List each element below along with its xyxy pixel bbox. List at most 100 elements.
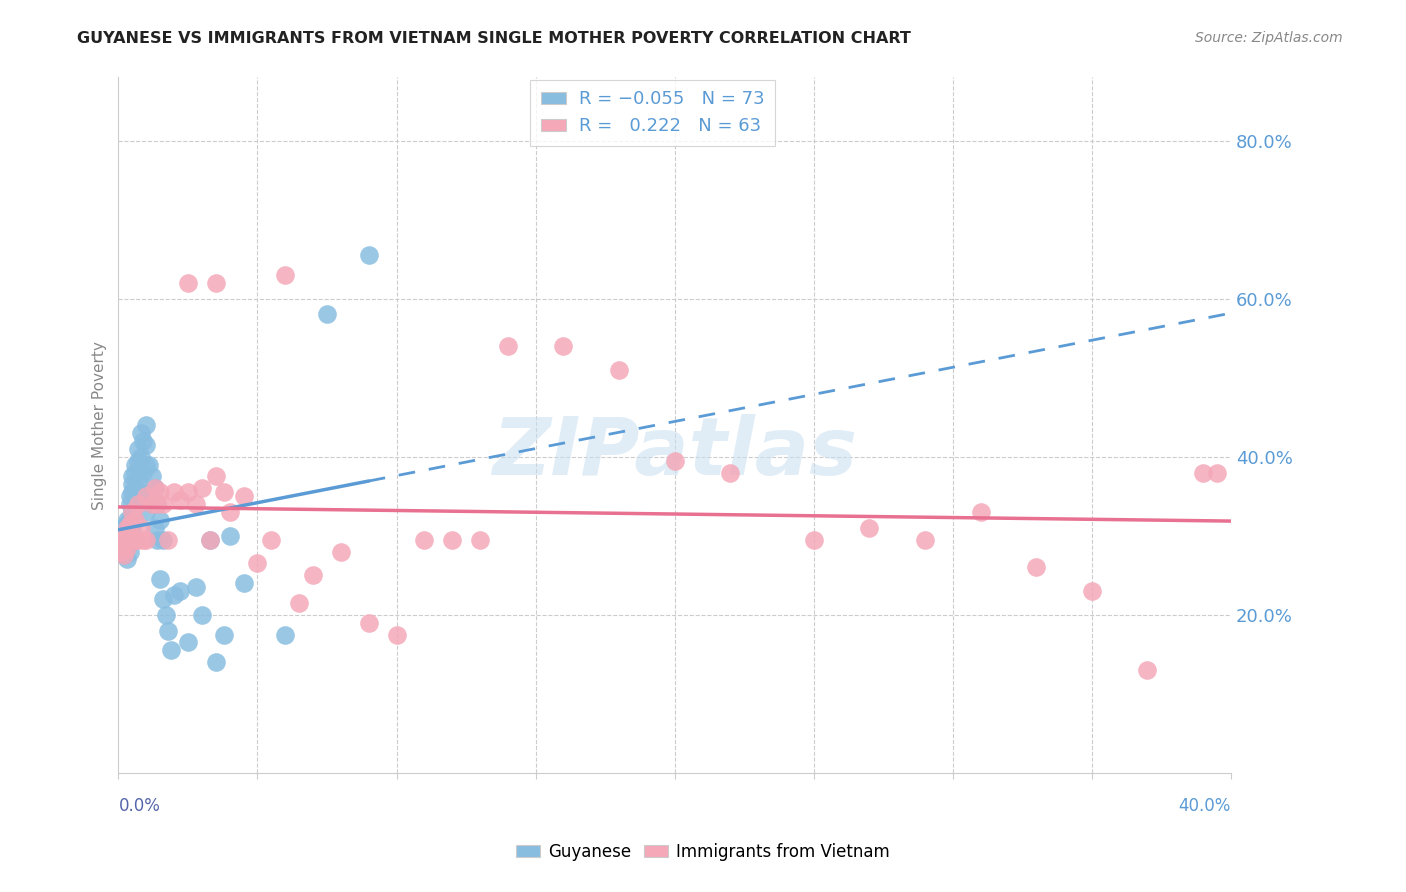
Y-axis label: Single Mother Poverty: Single Mother Poverty: [93, 341, 107, 509]
Point: [218, 529, 240, 543]
Point: [115, 529, 138, 543]
Point: [357, 615, 380, 630]
Point: [232, 489, 254, 503]
Point: [246, 557, 269, 571]
Point: [204, 655, 226, 669]
Point: [914, 533, 936, 547]
Point: [149, 513, 172, 527]
Point: [149, 485, 172, 500]
Point: [191, 481, 214, 495]
Point: [146, 497, 169, 511]
Text: Source: ZipAtlas.com: Source: ZipAtlas.com: [1195, 31, 1343, 45]
Point: [329, 544, 352, 558]
Point: [112, 549, 135, 563]
Point: [163, 485, 186, 500]
Point: [163, 588, 186, 602]
Point: [141, 469, 163, 483]
Point: [135, 438, 157, 452]
Point: [607, 363, 630, 377]
Point: [146, 533, 169, 547]
Point: [385, 627, 408, 641]
Point: [135, 533, 157, 547]
Point: [118, 544, 141, 558]
Point: [115, 513, 138, 527]
Point: [143, 481, 166, 495]
Point: [110, 521, 132, 535]
Point: [152, 497, 174, 511]
Point: [177, 485, 200, 500]
Point: [118, 533, 141, 547]
Point: [115, 541, 138, 555]
Point: [118, 513, 141, 527]
Point: [112, 544, 135, 558]
Point: [115, 533, 138, 547]
Point: [135, 489, 157, 503]
Point: [177, 635, 200, 649]
Point: [129, 485, 152, 500]
Point: [316, 308, 339, 322]
Point: [121, 533, 143, 547]
Point: [115, 541, 138, 555]
Point: [141, 497, 163, 511]
Point: [118, 489, 141, 503]
Point: [155, 607, 177, 622]
Point: [115, 516, 138, 531]
Point: [118, 497, 141, 511]
Legend: Guyanese, Immigrants from Vietnam: Guyanese, Immigrants from Vietnam: [509, 837, 897, 868]
Point: [129, 450, 152, 464]
Point: [135, 458, 157, 472]
Point: [132, 434, 155, 448]
Point: [1136, 663, 1159, 677]
Point: [152, 591, 174, 606]
Point: [127, 453, 149, 467]
Point: [152, 533, 174, 547]
Point: [496, 339, 519, 353]
Point: [186, 580, 208, 594]
Point: [141, 497, 163, 511]
Point: [121, 469, 143, 483]
Text: 0.0%: 0.0%: [118, 797, 160, 815]
Point: [204, 469, 226, 483]
Point: [177, 276, 200, 290]
Point: [124, 481, 146, 495]
Point: [121, 477, 143, 491]
Point: [718, 466, 741, 480]
Point: [112, 533, 135, 547]
Point: [1081, 584, 1104, 599]
Point: [110, 533, 132, 547]
Point: [110, 533, 132, 547]
Point: [212, 485, 235, 500]
Point: [132, 466, 155, 480]
Point: [127, 489, 149, 503]
Point: [858, 521, 880, 535]
Point: [146, 497, 169, 511]
Point: [127, 442, 149, 456]
Point: [110, 544, 132, 558]
Point: [357, 248, 380, 262]
Point: [121, 505, 143, 519]
Point: [200, 533, 222, 547]
Point: [124, 466, 146, 480]
Point: [143, 521, 166, 535]
Point: [157, 533, 180, 547]
Point: [232, 576, 254, 591]
Point: [118, 533, 141, 547]
Point: [1025, 560, 1047, 574]
Point: [191, 607, 214, 622]
Point: [112, 536, 135, 550]
Point: [200, 533, 222, 547]
Point: [135, 418, 157, 433]
Point: [124, 458, 146, 472]
Point: [127, 474, 149, 488]
Point: [127, 497, 149, 511]
Point: [112, 529, 135, 543]
Point: [288, 596, 311, 610]
Point: [115, 552, 138, 566]
Point: [127, 533, 149, 547]
Point: [260, 533, 283, 547]
Point: [969, 505, 991, 519]
Point: [212, 627, 235, 641]
Point: [186, 497, 208, 511]
Point: [204, 276, 226, 290]
Point: [112, 524, 135, 539]
